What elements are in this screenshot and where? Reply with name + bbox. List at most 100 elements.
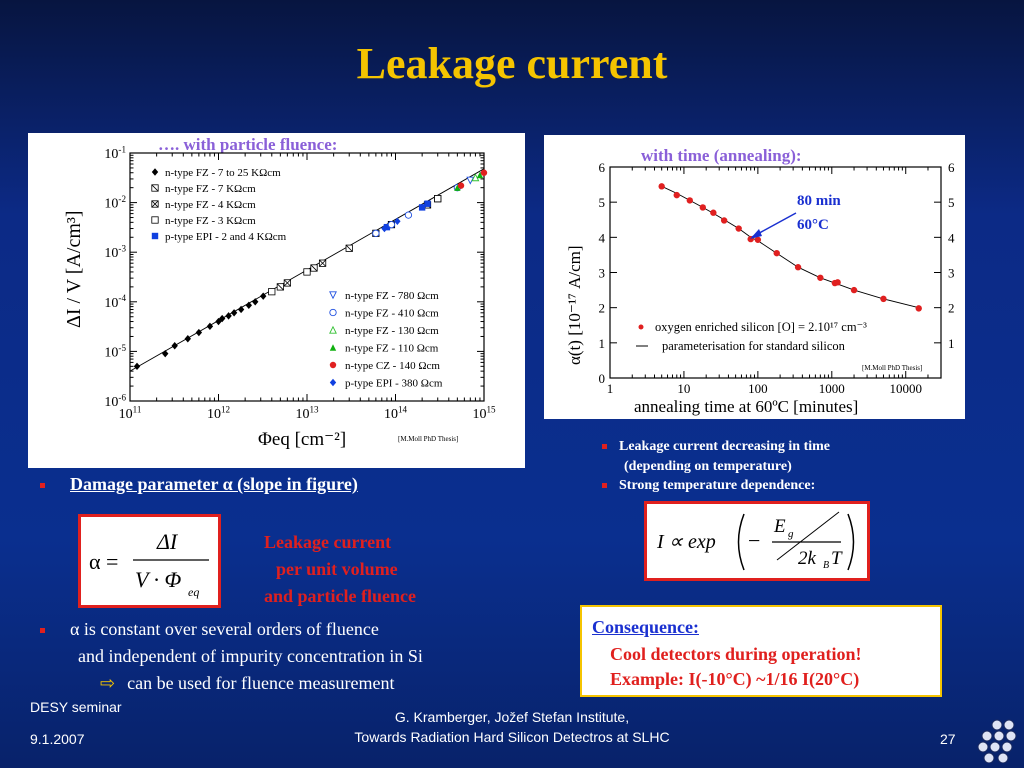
fluence-data-point <box>268 288 276 296</box>
fluence-chart: 1011 1012 1013 1014 1015 10-1 10-2 10-3 10-4 10-5… <box>63 144 496 450</box>
arrow-right-icon: ⇨ <box>100 673 116 693</box>
annealing-legend-marker-oxygen <box>638 324 644 330</box>
fluence-data-point <box>252 298 259 306</box>
consequence-line2: Example: I(-10°C) ~1/16 I(20°C) <box>610 669 860 689</box>
footer-event: DESY seminar <box>30 699 122 715</box>
fluence-data-point <box>230 309 238 317</box>
fluence-data-point <box>283 279 291 287</box>
annealing-annotation-time: 80 min <box>797 193 841 209</box>
fluence-data-point <box>303 268 311 276</box>
annealing-data-point <box>754 236 762 243</box>
annealing-x-tick-label: 100 <box>748 381 768 396</box>
fluence-x-tick-label: 1013 <box>295 404 319 422</box>
desy-dots-logo <box>977 719 1017 763</box>
annealing-data-point <box>834 279 841 286</box>
bullet-marker <box>602 444 607 450</box>
fluence-data-point <box>184 335 192 343</box>
consequence-box: Consequence: Cool detectors during opera… <box>580 605 942 697</box>
bullet-alpha-line3: can be used for fluence measurement <box>127 673 395 693</box>
annealing-data-point <box>773 249 780 257</box>
fluence-legend-marker <box>329 344 337 351</box>
consequence-heading: Consequence: <box>592 617 699 637</box>
annealing-chart: with time (annealing): 1 10 100 1000 1000001… <box>565 146 955 416</box>
formula-temp-num-sub: g <box>788 528 794 540</box>
bullet-marker <box>602 483 607 489</box>
fluence-data-point <box>381 224 388 233</box>
fluence-y-tick-label: 10-1 <box>104 144 126 162</box>
bullet-alpha-line2: and independent of impurity concentratio… <box>78 646 423 666</box>
fluence-data-point <box>171 342 178 350</box>
fluence-source-note: [M.Moll PhD Thesis] <box>398 435 458 443</box>
formula-temp-den-end: T <box>831 548 843 569</box>
formula-temp-slash <box>776 511 840 561</box>
bullet-alpha-constant: α is constant over several orders of flu… <box>40 616 423 697</box>
formula-temp-den: 2k <box>798 548 817 569</box>
annealing-data-point <box>880 295 887 303</box>
annealing-x-tick-label: 10000 <box>889 381 922 396</box>
fluence-y-axis-label: ΔI / V [A/cm³] <box>63 210 85 328</box>
annealing-data-point <box>794 264 802 271</box>
footer-talk-title: Towards Radiation Hard Silicon Detectros… <box>354 729 670 745</box>
consequence-line1: Cool detectors during operation! <box>610 644 862 664</box>
annealing-chart-caption: with time (annealing): <box>641 146 802 165</box>
fluence-legend-marker <box>329 308 337 317</box>
paren-right <box>847 513 855 571</box>
annealing-data-point <box>735 225 742 232</box>
annealing-y-tick-label-right: 3 <box>948 266 955 281</box>
annealing-y-tick-label-right: 2 <box>948 301 955 316</box>
annealing-y-tick-label-right: 6 <box>948 160 955 175</box>
temperature-formula-box: I ∝ exp − E g 2k B T <box>644 501 870 581</box>
annealing-y-tick-label-right: 5 <box>948 195 955 210</box>
fluence-data-point <box>454 184 461 191</box>
annealing-source-note: [M.Moll PhD Thesis] <box>862 364 922 372</box>
fluence-x-tick-label: 1011 <box>119 404 142 422</box>
bullet-alpha-line1: α is constant over several orders of flu… <box>70 619 379 639</box>
fluence-chart-caption: …. with particle fluence: <box>158 135 338 154</box>
bullet-annealing: Leakage current decreasing in time (depe… <box>602 437 830 477</box>
bullet-damage-text: Damage parameter α (slope in figure) <box>70 474 358 494</box>
bullet-annealing-line1: Leakage current decreasing in time <box>619 439 831 454</box>
formula-temp-num: E <box>773 516 786 537</box>
fluence-data-point <box>424 200 431 207</box>
alpha-formula-box: α = ΔI V · Φ eq <box>78 514 221 608</box>
fluence-data-point <box>394 217 401 225</box>
annealing-chart-panel: with time (annealing): 1 10 100 1000 10000 0 1… <box>544 135 965 419</box>
bullet-marker <box>40 483 45 489</box>
fluence-data-point <box>162 349 169 358</box>
bullet-annealing-line2: (depending on temperature) <box>624 459 792 474</box>
annealing-data-point <box>673 191 680 199</box>
fluence-y-tick-label: 10-3 <box>104 244 126 262</box>
fluence-legend-top-item: n-type FZ - 4 KΩcm <box>165 199 256 211</box>
formula-temp-den-sub: B <box>823 560 829 571</box>
fluence-data-point <box>206 322 214 331</box>
annealing-legend-oxygen: oxygen enriched silicon [O] = 2.10¹⁷ cm⁻… <box>655 320 867 334</box>
fluence-data-point <box>372 229 380 237</box>
fluence-data-point <box>237 305 245 314</box>
bullet-temperature: Strong temperature dependence: <box>602 478 815 494</box>
annealing-y-tick-label: 3 <box>599 266 606 281</box>
formula-alpha-denominator: V · Φ <box>135 567 182 592</box>
annealing-x-tick-label: 1 <box>607 381 614 396</box>
fluence-data-point <box>457 182 465 189</box>
fluence-y-tick-label: 10-6 <box>104 392 126 410</box>
fluence-legend-marker <box>329 361 337 369</box>
fluence-data-point <box>310 264 318 272</box>
fluence-legend-bottom-item: n-type CZ - 140 Ωcm <box>345 360 440 372</box>
slide-number: 27 <box>940 731 956 747</box>
fluence-legend-marker <box>151 216 159 224</box>
fluence-data-point <box>345 244 353 252</box>
annealing-data-point <box>686 197 693 204</box>
annealing-x-tick-label: 1000 <box>819 381 845 396</box>
leakage-note: Leakage current per unit volume and part… <box>264 529 416 610</box>
annealing-y-tick-label: 4 <box>599 230 606 245</box>
leakage-note-line2: per unit volume <box>276 559 398 579</box>
fluence-legend-top-item: n-type FZ - 3 KΩcm <box>165 215 256 227</box>
annotation-arrowhead <box>750 229 762 239</box>
bullet-temperature-text: Strong temperature dependence: <box>619 478 816 493</box>
annealing-data-point <box>915 305 922 312</box>
fluence-data-point <box>383 223 391 231</box>
fluence-legend-bottom-item: p-type EPI - 380 Ωcm <box>345 378 443 390</box>
annealing-y-tick-label: 0 <box>599 371 606 386</box>
annealing-data-point <box>850 286 858 294</box>
fluence-data-point <box>471 173 480 182</box>
